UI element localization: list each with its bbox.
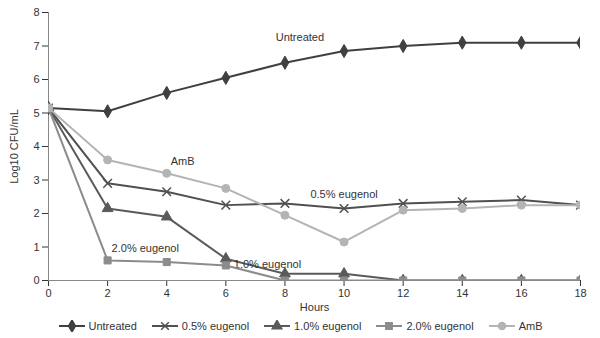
svg-text:8: 8: [282, 287, 288, 299]
svg-text:14: 14: [456, 287, 468, 299]
svg-text:2.0% eugenol: 2.0% eugenol: [112, 242, 179, 254]
svg-text:Hours: Hours: [300, 301, 330, 313]
html-text:1.0% eugenol: 1.0% eugenol: [294, 320, 362, 332]
svg-text:3: 3: [33, 174, 39, 186]
svg-text:AmB: AmB: [171, 155, 195, 167]
svg-text:5: 5: [33, 107, 39, 119]
svg-text:7: 7: [33, 40, 39, 52]
svg-text:1: 1: [33, 241, 39, 253]
svg-text:4: 4: [33, 140, 39, 152]
svg-text:6: 6: [223, 287, 229, 299]
html-text:Untreated: Untreated: [88, 320, 137, 332]
svg-text:0: 0: [33, 274, 39, 286]
svg-text:Untreated: Untreated: [276, 31, 324, 43]
svg-text:0.5% eugenol: 0.5% eugenol: [310, 188, 377, 200]
svg-text:1.0% eugenol: 1.0% eugenol: [234, 258, 301, 270]
svg-text:4: 4: [164, 287, 170, 299]
html-text:AmB: AmB: [518, 320, 543, 332]
html-text:2.0% eugenol: 2.0% eugenol: [406, 320, 474, 332]
svg-text:2: 2: [33, 207, 39, 219]
svg-text:16: 16: [515, 287, 527, 299]
svg-text:18: 18: [574, 287, 586, 299]
svg-text:12: 12: [397, 287, 409, 299]
svg-text:2: 2: [105, 287, 111, 299]
svg-text:0: 0: [45, 287, 51, 299]
svg-text:10: 10: [338, 287, 350, 299]
svg-text:6: 6: [33, 73, 39, 85]
html-text:0.5% eugenol: 0.5% eugenol: [181, 320, 250, 332]
svg-text:8: 8: [33, 6, 39, 18]
svg-text:Log10 CFU/mL: Log10 CFU/mL: [8, 109, 20, 184]
